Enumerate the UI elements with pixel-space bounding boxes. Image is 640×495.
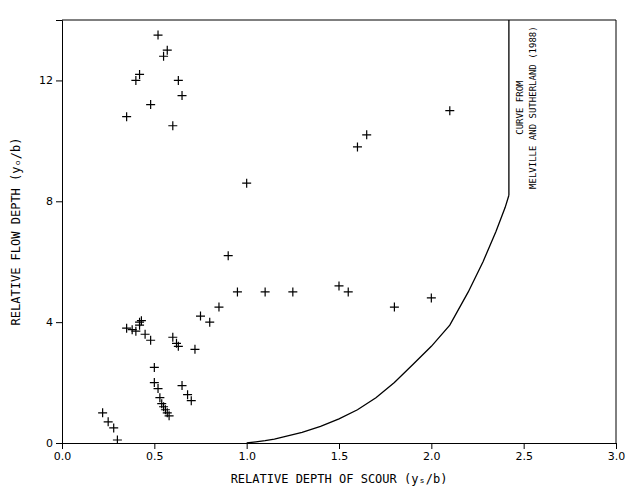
point (163, 46, 172, 55)
point (196, 312, 205, 321)
tick-label: 0 (46, 437, 53, 450)
tick-mark (524, 443, 525, 449)
points (98, 106, 454, 443)
point (154, 31, 163, 40)
point (113, 435, 122, 443)
point (122, 324, 131, 333)
tick-label: 3.0 (608, 450, 626, 463)
tick: 2.0 (423, 443, 441, 463)
point (288, 287, 297, 296)
point (242, 179, 251, 188)
point (445, 106, 454, 115)
tick: 0.5 (146, 443, 164, 463)
point (353, 142, 362, 151)
tick-label: 0.5 (146, 450, 164, 463)
point (104, 417, 113, 426)
point (233, 287, 242, 296)
x-axis-line (63, 444, 617, 450)
annotations: CURVE FROMMELVILLE AND SUTHERLAND (1988) (515, 26, 538, 189)
point (150, 363, 159, 372)
point (146, 100, 155, 109)
point (146, 336, 155, 345)
point (224, 251, 233, 260)
point (98, 408, 107, 417)
tick-label: 1.5 (331, 450, 349, 463)
tick: 3.0 (608, 443, 626, 463)
tick: 12 (39, 74, 62, 87)
tick-mark (56, 201, 62, 202)
tick: 1.0 (238, 443, 256, 463)
y-axis-line (56, 21, 63, 444)
x-axis-title: RELATIVE DEPTH OF SCOUR (yₛ/b) (231, 472, 448, 486)
point (155, 393, 164, 402)
tick-mark (56, 322, 62, 323)
point (178, 381, 187, 390)
x-axis: 0.0 0.5 1.0 1.5 2.0 2.5 3.0 (54, 443, 626, 463)
line (247, 195, 509, 443)
point (174, 76, 183, 85)
tick-mark (56, 443, 62, 444)
plot: 0.0 0.5 1.0 1.5 2.0 2.5 3.0 0 4 8 12 CURVE FROMMELV… (9, 20, 625, 486)
point (427, 293, 436, 302)
tick-label: 8 (46, 195, 53, 208)
frame (62, 20, 616, 21)
tick-mark (339, 443, 340, 449)
point (135, 70, 144, 79)
point (190, 345, 199, 354)
point (154, 384, 163, 393)
point (261, 287, 270, 296)
points (122, 31, 186, 131)
point (335, 281, 344, 290)
point (137, 316, 146, 325)
tick-mark (616, 443, 617, 449)
tick-label: 12 (39, 74, 53, 87)
tick-label: 2.0 (423, 450, 441, 463)
point (187, 396, 196, 405)
tick-mark (154, 443, 155, 449)
point (165, 411, 174, 420)
point (214, 303, 223, 312)
chart: 0.0 0.5 1.0 1.5 2.0 2.5 3.0 0 4 8 12 CURVE FROMMELV… (0, 0, 640, 495)
point (135, 318, 144, 327)
annotation: MELVILLE AND SUTHERLAND (1988) (528, 26, 538, 189)
tick-mark (247, 443, 248, 449)
tick-label: 0.0 (54, 450, 72, 463)
point (141, 330, 150, 339)
point (109, 423, 118, 432)
y-axis: 0 4 8 12 (39, 21, 63, 451)
tick-mark (56, 80, 62, 81)
point (205, 318, 214, 327)
line (508, 20, 509, 195)
tick: 8 (46, 195, 62, 208)
point (174, 342, 183, 351)
frame (616, 20, 617, 443)
tick: 1.5 (331, 443, 349, 463)
point (122, 112, 131, 121)
y-axis-title: RELATIVE FLOW DEPTH (yₒ/b) (9, 138, 23, 326)
annotation: CURVE FROM (515, 80, 525, 135)
tick-label: 1.0 (238, 450, 256, 463)
tick-label: 2.5 (515, 450, 533, 463)
tick: 0.0 (54, 443, 72, 463)
point (168, 121, 177, 130)
point (178, 91, 187, 100)
point (362, 130, 371, 139)
point (344, 287, 353, 296)
point (390, 303, 399, 312)
tick: 2.5 (515, 443, 533, 463)
tick: 4 (46, 316, 62, 329)
tick: 0 (46, 437, 62, 450)
tick-mark (431, 443, 432, 449)
tick-label: 4 (46, 316, 53, 329)
marks (98, 20, 509, 443)
